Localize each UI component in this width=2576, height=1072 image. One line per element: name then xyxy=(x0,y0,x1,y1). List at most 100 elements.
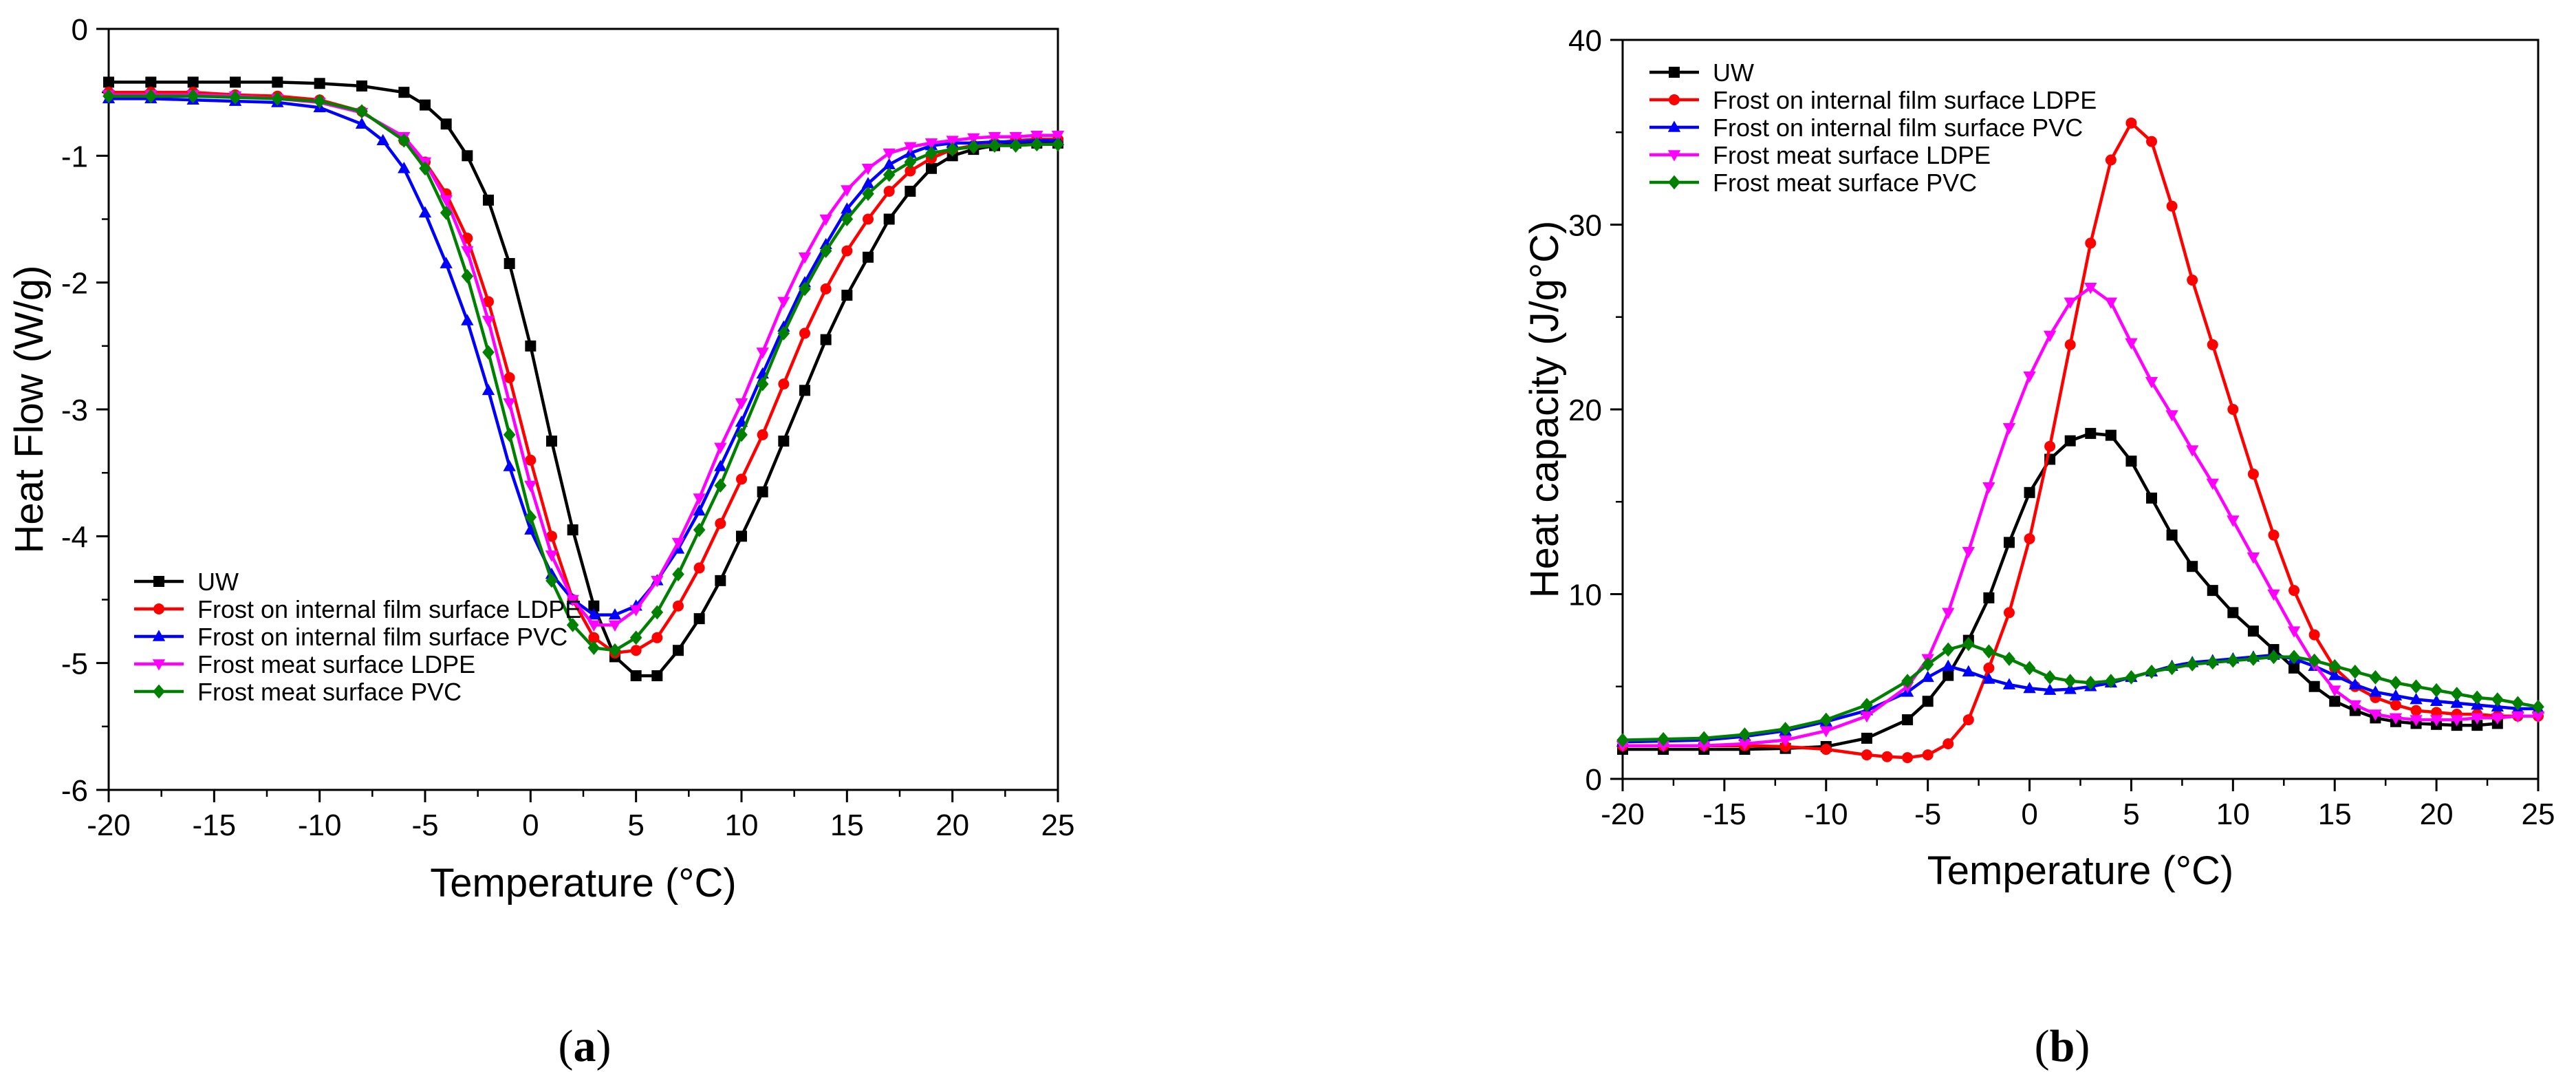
chart-b-series-frost-meat-surface-pvc-point xyxy=(2511,696,2524,711)
chart-b-series-frost-meat-surface-pvc-point xyxy=(2125,669,2138,685)
chart-a-series-frost-on-internal-film-surface-ldpe-point xyxy=(715,517,726,529)
chart-b-x-tick-label: -20 xyxy=(1601,797,1645,831)
chart-b-series-uw-point xyxy=(1902,714,1914,726)
chart-a-y-axis-title: Heat Flow (W/g) xyxy=(7,266,52,554)
chart-a-series-frost-meat-surface-pvc-point xyxy=(186,89,199,104)
chart-b-series-frost-on-internal-film-surface-pvc-point xyxy=(2064,683,2077,694)
chart-a-series-frost-meat-surface-pvc-point xyxy=(841,212,854,226)
chart-b-series-uw-point xyxy=(1861,732,1872,744)
chart-b-series-frost-meat-surface-ldpe-point xyxy=(1982,482,1995,494)
chart-b-series-frost-on-internal-film-surface-ldpe-point xyxy=(1861,749,1872,761)
chart-b-series-frost-meat-surface-pvc-point xyxy=(1738,727,1751,742)
chart-a-x-tick-label: -15 xyxy=(193,808,237,842)
chart-b-series-frost-on-internal-film-surface-ldpe-point xyxy=(2166,200,2178,212)
chart-b-legend-item-frost-meat-surface-pvc-marker xyxy=(1668,175,1680,190)
chart-a-series-frost-on-internal-film-surface-pvc-point xyxy=(608,608,622,620)
chart-b-series-frost-meat-surface-ldpe-point xyxy=(2125,338,2138,350)
chart-b-series-frost-on-internal-film-surface-ldpe-point xyxy=(1881,751,1893,762)
chart-a-legend-item-uw-marker xyxy=(153,576,164,587)
chart-a-series-frost-meat-surface-ldpe-point xyxy=(440,195,453,207)
chart-a-series-frost-on-internal-film-surface-ldpe-point xyxy=(799,328,810,339)
chart-a-series-frost-meat-surface-pvc-point xyxy=(461,269,474,283)
chart-b-series-frost-on-internal-film-surface-pvc-point xyxy=(2410,692,2423,705)
chart-b-series-frost-on-internal-film-surface-ldpe-point xyxy=(2207,339,2218,351)
chart-b-series-frost-meat-surface-pvc-point xyxy=(2247,652,2260,666)
chart-a-legend-item-frost-on-internal-film-surface-ldpe-marker xyxy=(153,603,164,614)
chart-a-series-frost-meat-surface-pvc-point xyxy=(524,510,537,525)
chart-a-series-frost-meat-surface-ldpe-point xyxy=(481,316,495,328)
chart-a-series-frost-meat-surface-pvc-point xyxy=(566,617,579,632)
chart-a-series-frost-on-internal-film-surface-pvc-point xyxy=(503,460,516,471)
chart-a-series-frost-on-internal-film-surface-ldpe-point xyxy=(883,185,895,197)
chart-b-series-frost-meat-surface-ldpe-point xyxy=(1738,739,1751,751)
chart-b-series-frost-meat-surface-ldpe-point xyxy=(2227,515,2240,527)
chart-a-series-uw-point xyxy=(272,76,283,88)
chart-a-series-frost-meat-surface-pvc-point xyxy=(503,427,516,442)
chart-b-series-frost-meat-surface-ldpe-point xyxy=(2247,553,2260,564)
chart-b-series-frost-meat-surface-ldpe-point xyxy=(2389,713,2403,725)
chart-b-series-frost-meat-surface-pvc-point xyxy=(2450,687,2463,701)
chart-a-series-uw-point xyxy=(420,99,431,111)
chart-b-y-tick-label: 10 xyxy=(1568,579,1602,612)
chart-b-series-frost-meat-surface-ldpe-point xyxy=(2084,282,2097,294)
chart-b-series-frost-meat-surface-ldpe-point xyxy=(1779,735,1792,747)
chart-a-series-frost-on-internal-film-surface-pvc-point xyxy=(481,383,495,396)
chart-b-x-tick-label: 15 xyxy=(2318,797,2352,831)
chart-b-series-frost-meat-surface-pvc-point xyxy=(1921,657,1934,672)
chart-b-series-frost-meat-surface-ldpe-point xyxy=(2471,713,2484,725)
chart-b-series-frost-meat-surface-ldpe-point xyxy=(2369,709,2382,721)
chart-a-series-frost-on-internal-film-surface-pvc-line xyxy=(107,97,1060,617)
chart-a-series-uw-point xyxy=(799,385,810,396)
chart-b-series-frost-meat-surface-ldpe-point xyxy=(1942,608,1955,619)
chart-a-series-frost-meat-surface-ldpe-point xyxy=(924,138,938,150)
chart-a-series-frost-meat-surface-pvc-point xyxy=(313,94,326,109)
chart-a-series-uw-point xyxy=(145,76,157,88)
chart-b-series-frost-meat-surface-pvc-point xyxy=(2410,679,2423,694)
chart-b-series-frost-meat-surface-pvc-point xyxy=(1819,712,1832,727)
chart-a-series-uw-point xyxy=(715,575,726,586)
chart-b-legend-item-frost-meat-surface-ldpe-label: Frost meat surface LDPE xyxy=(1713,141,1991,169)
chart-b-series-frost-meat-surface-ldpe-point xyxy=(2491,713,2504,725)
chart-b-series-frost-on-internal-film-surface-pvc-point xyxy=(2043,683,2057,695)
chart-a-series-uw-point xyxy=(504,258,515,270)
chart-b-series-frost-on-internal-film-surface-ldpe-point xyxy=(2105,154,2117,166)
chart-b-series-frost-meat-surface-pvc-point xyxy=(1982,644,1995,659)
chart-b-series-frost-meat-surface-ldpe-point xyxy=(2002,423,2016,435)
chart-a-series-frost-meat-surface-pvc-point xyxy=(946,142,959,157)
chart-a-series-uw-point xyxy=(736,530,747,542)
chart-b-legend-item-uw-label: UW xyxy=(1713,58,1754,87)
chart-b-series-frost-meat-surface-ldpe-point xyxy=(2023,371,2036,383)
chart-a-series-frost-meat-surface-pvc-point xyxy=(883,167,896,182)
chart-a-series-frost-on-internal-film-surface-ldpe-point xyxy=(504,372,515,383)
chart-b-series-frost-meat-surface-pvc-point xyxy=(1698,731,1711,746)
chart-b-series-frost-meat-surface-ldpe-point xyxy=(2531,711,2545,723)
chart-a-series-uw-point xyxy=(630,670,642,682)
chart-b-series-uw-point xyxy=(2085,427,2097,439)
chart-a-series-frost-meat-surface-ldpe-point xyxy=(904,142,917,154)
chart-b-series-frost-meat-surface-pvc-point xyxy=(2390,675,2402,690)
chart-b-x-tick-label: -5 xyxy=(1914,797,1941,831)
chart-b-series-frost-on-internal-film-surface-pvc-point xyxy=(2450,696,2463,708)
chart-a-series-frost-on-internal-film-surface-ldpe-point xyxy=(630,645,642,656)
chart-a-series-frost-meat-surface-ldpe-point xyxy=(841,185,854,197)
chart-b-x-tick-label: -15 xyxy=(1702,797,1746,831)
chart-a-series-frost-meat-surface-pvc-point xyxy=(271,91,284,106)
chart-a-series-uw-point xyxy=(673,645,684,656)
chart-b-series-frost-on-internal-film-surface-ldpe-point xyxy=(2187,275,2198,286)
chart-a-series-frost-meat-surface-ldpe-point xyxy=(988,131,1002,144)
chart-a-series-uw-point xyxy=(398,87,410,98)
chart-b-series-frost-on-internal-film-surface-pvc-point xyxy=(2348,678,2361,689)
chart-b-series-frost-meat-surface-ldpe-point xyxy=(1698,740,1711,753)
chart-b-series-frost-on-internal-film-surface-pvc-point xyxy=(1962,665,1976,677)
chart-a-series-frost-on-internal-film-surface-pvc-point xyxy=(841,202,854,214)
chart-a-series-uw-point xyxy=(440,118,452,130)
chart-b-series-frost-meat-surface-pvc-point xyxy=(1779,722,1792,736)
panel-label-b: (b) xyxy=(2035,1021,2090,1071)
chart-b-series-frost-meat-surface-pvc-point xyxy=(2084,675,2097,690)
chart-a-series-frost-meat-surface-pvc-point xyxy=(819,244,832,258)
chart-b-y-tick-label: 0 xyxy=(1585,763,1602,797)
chart-b-series-frost-meat-surface-pvc-point xyxy=(2227,653,2240,668)
chart-b-series-frost-meat-surface-pvc-point xyxy=(2532,699,2544,714)
chart-a-series-frost-meat-surface-ldpe-point xyxy=(651,576,664,588)
